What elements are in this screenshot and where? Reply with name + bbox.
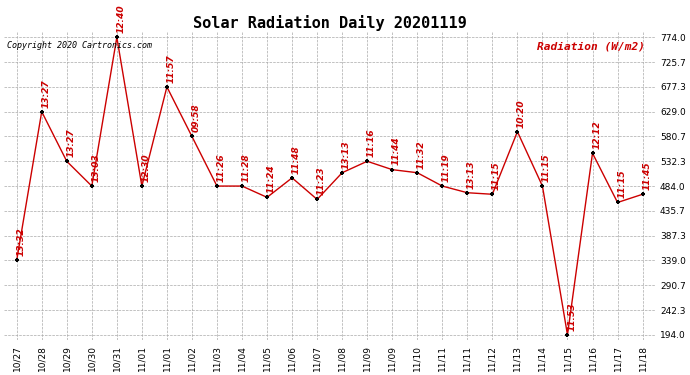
Text: 11:53: 11:53 [567,302,576,331]
Point [262,194,273,200]
Text: 13:27: 13:27 [66,129,75,157]
Point [562,332,573,338]
Text: 11:57: 11:57 [166,54,175,83]
Point [286,175,297,181]
Point [11,258,22,264]
Text: 12:12: 12:12 [592,120,601,149]
Text: 09:58: 09:58 [192,104,201,132]
Point [61,158,72,164]
Text: 11:48: 11:48 [292,145,301,174]
Text: 13:27: 13:27 [41,79,50,108]
Point [337,170,348,176]
Text: 11:15: 11:15 [618,170,627,198]
Text: 13:13: 13:13 [467,160,476,189]
Text: 11:28: 11:28 [241,153,250,182]
Text: 11:15: 11:15 [542,153,551,182]
Text: 11:45: 11:45 [642,162,651,190]
Point [612,200,623,206]
Point [587,150,598,156]
Text: 11:16: 11:16 [367,129,376,157]
Text: 11:32: 11:32 [417,140,426,168]
Text: 11:19: 11:19 [442,153,451,182]
Text: 11:23: 11:23 [317,166,326,195]
Text: 13:32: 13:32 [17,228,26,256]
Point [487,191,498,197]
Point [312,196,323,202]
Text: 10:20: 10:20 [517,99,526,128]
Point [211,183,222,189]
Text: 12:40: 12:40 [117,4,126,33]
Text: Radiation (W/m2): Radiation (W/m2) [538,41,645,51]
Text: 11:44: 11:44 [392,137,401,165]
Point [111,34,122,40]
Point [537,183,548,189]
Point [161,84,172,90]
Text: Copyright 2020 Cartronics.com: Copyright 2020 Cartronics.com [8,41,152,50]
Text: 11:15: 11:15 [492,162,501,190]
Point [412,170,423,176]
Point [36,109,47,115]
Point [386,166,397,172]
Title: Solar Radiation Daily 20201119: Solar Radiation Daily 20201119 [193,15,466,31]
Point [462,190,473,196]
Point [186,134,197,140]
Point [362,158,373,164]
Point [637,191,648,197]
Point [86,183,97,189]
Point [237,183,248,189]
Text: 11:26: 11:26 [217,153,226,182]
Point [137,183,148,189]
Point [437,183,448,189]
Text: 12:30: 12:30 [141,153,150,182]
Text: 13:03: 13:03 [92,153,101,182]
Point [512,129,523,135]
Text: 13:13: 13:13 [342,140,351,168]
Text: 11:24: 11:24 [267,165,276,193]
